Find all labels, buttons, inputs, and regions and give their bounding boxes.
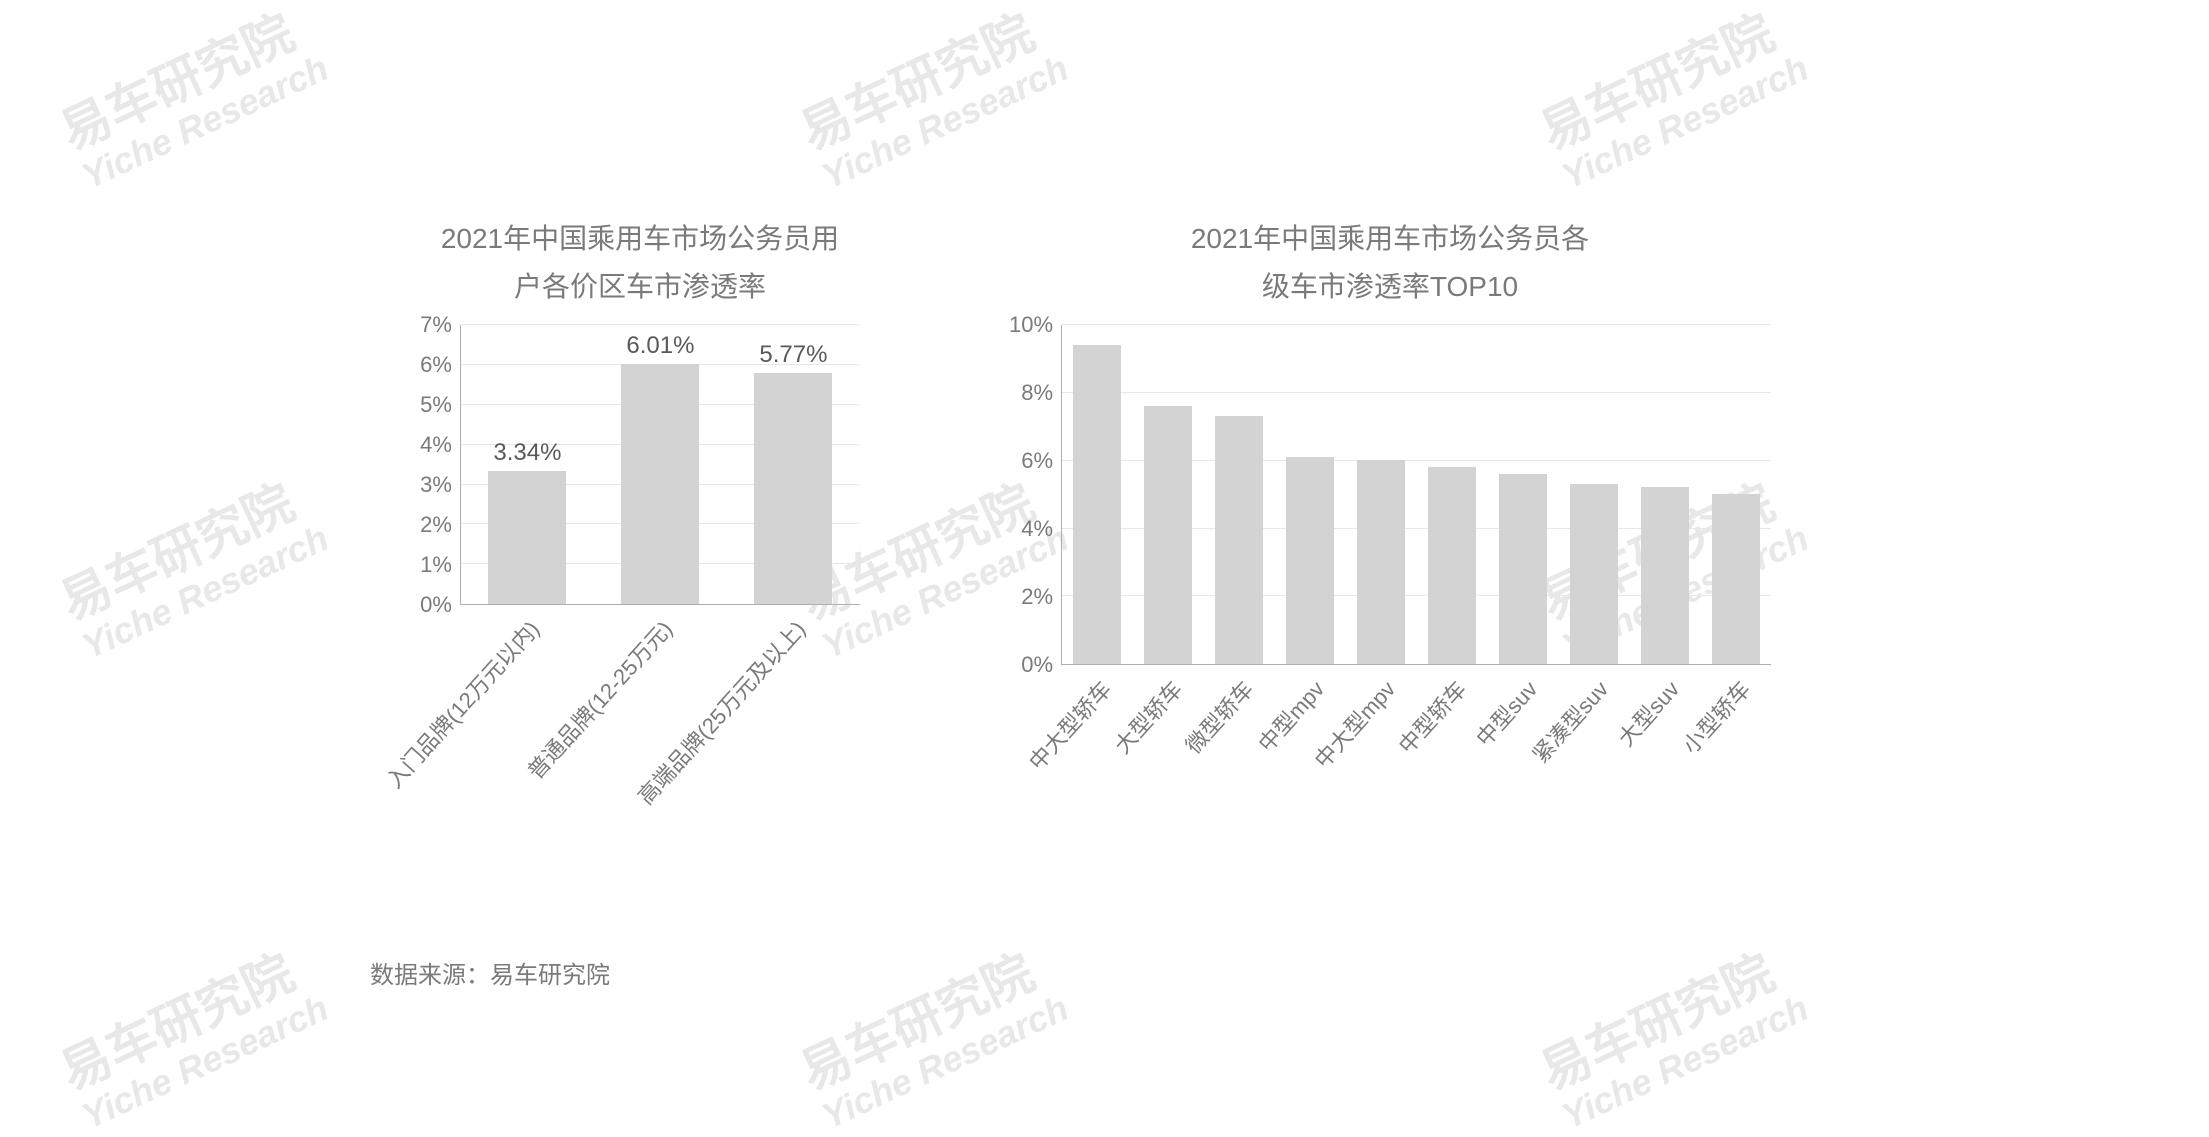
watermark: 易车研究院Yiche Research bbox=[793, 0, 1075, 197]
chart2-wrapper: 2021年中国乘用车市场公务员各 级车市渗透率TOP10 10%8%6%4%2%… bbox=[980, 215, 1800, 885]
chart2-body: 10%8%6%4%2%0% 中大型轿车大型轿车微型轿车中型mpv中大型mpv中型… bbox=[1009, 325, 1771, 885]
data-source: 数据来源：易车研究院 bbox=[370, 955, 610, 990]
bar bbox=[1357, 460, 1405, 664]
bar-group bbox=[1700, 325, 1771, 664]
bar-group bbox=[1487, 325, 1558, 664]
bar-group bbox=[1062, 325, 1133, 664]
chart1-wrapper: 2021年中国乘用车市场公务员用 户各价区车市渗透率 7%6%5%4%3%2%1… bbox=[380, 215, 900, 885]
chart2-title-line2: 级车市渗透率TOP10 bbox=[1262, 271, 1518, 302]
bar-group bbox=[1346, 325, 1417, 664]
chart2-y-axis: 10%8%6%4%2%0% bbox=[1009, 325, 1061, 665]
bar-group bbox=[1558, 325, 1629, 664]
bar bbox=[1215, 416, 1263, 664]
chart1-title: 2021年中国乘用车市场公务员用 户各价区车市渗透率 bbox=[441, 215, 839, 310]
bar-group bbox=[1417, 325, 1488, 664]
watermark: 易车研究院Yiche Research bbox=[53, 468, 335, 666]
bar-group bbox=[1629, 325, 1700, 664]
bar-group: 6.01% bbox=[594, 325, 727, 604]
bar-group: 5.77% bbox=[727, 325, 860, 604]
chart2-x-axis: 中大型轿车大型轿车微型轿车中型mpv中大型mpv中型轿车中型suv紧凑型suv大… bbox=[1061, 665, 1771, 885]
watermark: 易车研究院Yiche Research bbox=[53, 0, 335, 197]
x-tick-label: 大型suv bbox=[1609, 673, 1685, 753]
watermark: 易车研究院Yiche Research bbox=[1533, 0, 1815, 197]
x-tick-label: 小型轿车 bbox=[1674, 673, 1757, 760]
x-tick-label: 中大型轿车 bbox=[1020, 673, 1117, 776]
bar-group bbox=[1133, 325, 1204, 664]
bar-group: 3.34% bbox=[461, 325, 594, 604]
watermark: 易车研究院Yiche Research bbox=[53, 938, 335, 1136]
bar bbox=[1286, 457, 1334, 664]
bar bbox=[1499, 474, 1547, 664]
watermark: 易车研究院Yiche Research bbox=[793, 938, 1075, 1136]
x-tick-label: 大型轿车 bbox=[1106, 673, 1189, 760]
chart1-x-axis: 入门品牌(12万元以内)普通品牌(12-25万元)高端品牌(25万元及以上) bbox=[460, 605, 860, 825]
bar-value: 5.77% bbox=[759, 341, 827, 369]
bar bbox=[488, 471, 566, 605]
chart1-title-line2: 户各价区车市渗透率 bbox=[514, 271, 766, 302]
bar-value: 6.01% bbox=[626, 332, 694, 360]
chart2-title: 2021年中国乘用车市场公务员各 级车市渗透率TOP10 bbox=[1191, 215, 1589, 310]
chart1-y-axis: 7%6%5%4%3%2%1%0% bbox=[420, 325, 460, 605]
bar bbox=[1712, 494, 1760, 664]
bar bbox=[1570, 484, 1618, 664]
bar bbox=[754, 373, 832, 604]
chart1-title-line1: 2021年中国乘用车市场公务员用 bbox=[441, 223, 839, 254]
watermark: 易车研究院Yiche Research bbox=[1533, 938, 1815, 1136]
bar-group bbox=[1204, 325, 1275, 664]
bar bbox=[1144, 406, 1192, 664]
chart1-body: 7%6%5%4%3%2%1%0% 3.34% 6.01% 5.77% 入门品牌(12… bbox=[420, 325, 860, 825]
chart2-plot bbox=[1061, 325, 1771, 665]
bar-value: 3.34% bbox=[493, 439, 561, 467]
bar bbox=[1073, 345, 1121, 665]
chart2-bars bbox=[1062, 325, 1771, 664]
x-tick-label: 入门品牌(12万元以内) bbox=[378, 613, 546, 794]
bar-group bbox=[1275, 325, 1346, 664]
x-tick-label: 微型轿车 bbox=[1177, 673, 1260, 760]
bar bbox=[621, 364, 699, 604]
chart2-title-line1: 2021年中国乘用车市场公务员各 bbox=[1191, 223, 1589, 254]
charts-container: 2021年中国乘用车市场公务员用 户各价区车市渗透率 7%6%5%4%3%2%1… bbox=[380, 215, 1800, 885]
bar bbox=[1641, 487, 1689, 664]
x-tick-label: 中型轿车 bbox=[1390, 673, 1473, 760]
bar bbox=[1428, 467, 1476, 664]
chart1-plot: 3.34% 6.01% 5.77% bbox=[460, 325, 860, 605]
chart1-bars: 3.34% 6.01% 5.77% bbox=[461, 325, 860, 604]
